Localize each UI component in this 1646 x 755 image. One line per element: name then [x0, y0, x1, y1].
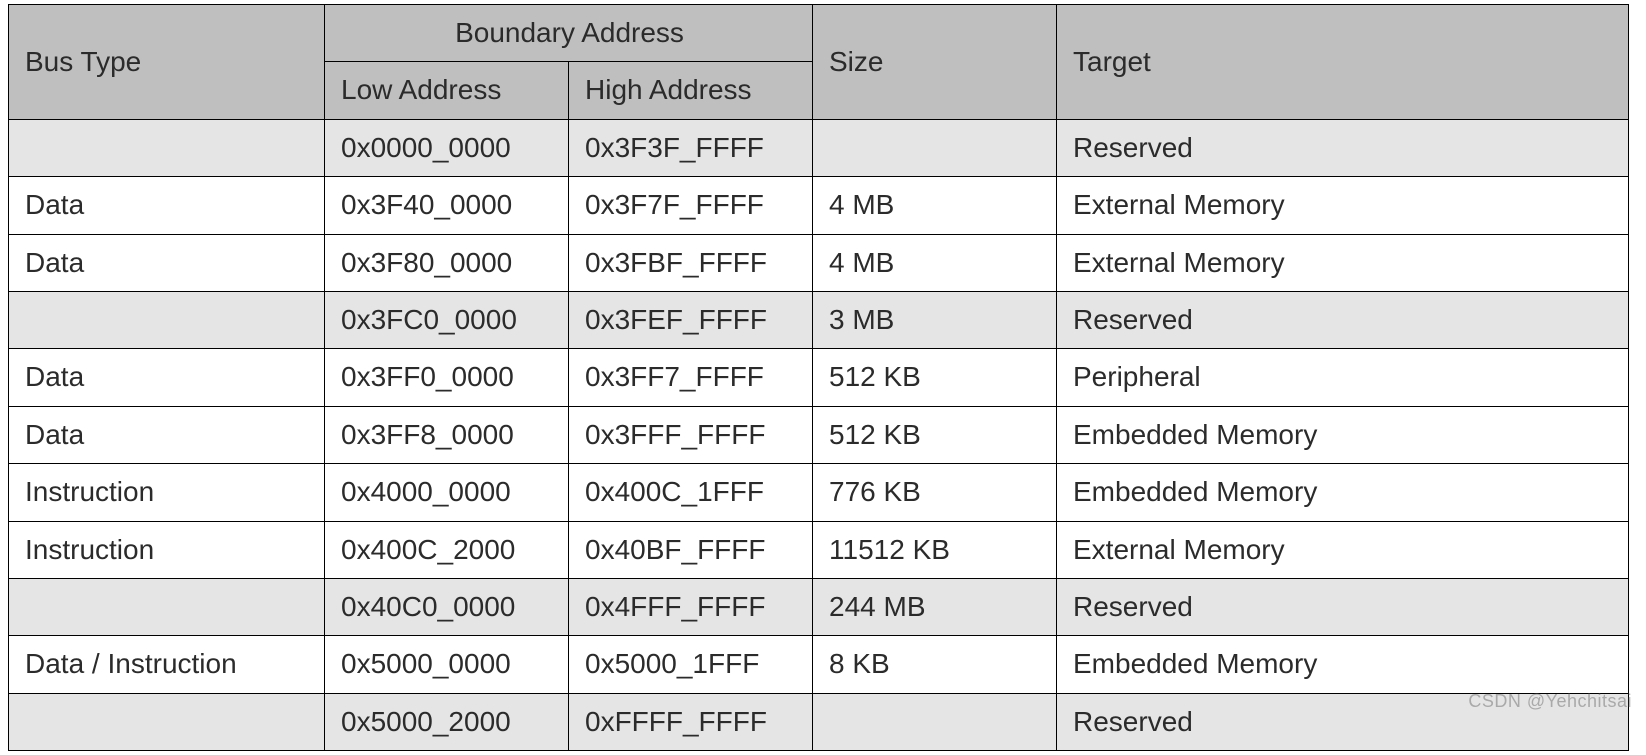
- cell-high-address: 0x3FF7_FFFF: [569, 349, 813, 406]
- cell-target: Reserved: [1057, 578, 1629, 635]
- cell-size: [813, 119, 1057, 176]
- table-container: Bus Type Boundary Address Size Target Lo…: [0, 0, 1646, 755]
- cell-low-address: 0x4000_0000: [325, 464, 569, 521]
- cell-size: [813, 693, 1057, 750]
- table-row: 0x5000_20000xFFFF_FFFFReserved: [9, 693, 1629, 750]
- cell-high-address: 0x5000_1FFF: [569, 636, 813, 693]
- cell-target: Reserved: [1057, 291, 1629, 348]
- cell-bus-type: Data: [9, 177, 325, 234]
- table-header: Bus Type Boundary Address Size Target Lo…: [9, 5, 1629, 120]
- col-header-size: Size: [813, 5, 1057, 120]
- cell-target: External Memory: [1057, 177, 1629, 234]
- table-body: 0x0000_00000x3F3F_FFFFReservedData0x3F40…: [9, 119, 1629, 750]
- cell-high-address: 0x40BF_FFFF: [569, 521, 813, 578]
- cell-high-address: 0x3FEF_FFFF: [569, 291, 813, 348]
- table-row: Data0x3F80_00000x3FBF_FFFF4 MBExternal M…: [9, 234, 1629, 291]
- cell-low-address: 0x3FF8_0000: [325, 406, 569, 463]
- cell-low-address: 0x5000_0000: [325, 636, 569, 693]
- cell-low-address: 0x400C_2000: [325, 521, 569, 578]
- cell-low-address: 0x0000_0000: [325, 119, 569, 176]
- cell-low-address: 0x5000_2000: [325, 693, 569, 750]
- cell-target: Reserved: [1057, 119, 1629, 176]
- table-row: Data0x3F40_00000x3F7F_FFFF4 MBExternal M…: [9, 177, 1629, 234]
- cell-size: 4 MB: [813, 234, 1057, 291]
- table-row: 0x0000_00000x3F3F_FFFF Reserved: [9, 119, 1629, 176]
- table-row: 0x3FC0_00000x3FEF_FFFF3 MBReserved: [9, 291, 1629, 348]
- cell-target: Embedded Memory: [1057, 464, 1629, 521]
- col-header-boundary-group: Boundary Address: [325, 5, 813, 62]
- cell-low-address: 0x3FF0_0000: [325, 349, 569, 406]
- cell-bus-type: [9, 578, 325, 635]
- table-row: Instruction0x400C_20000x40BF_FFFF11512 K…: [9, 521, 1629, 578]
- cell-size: 512 KB: [813, 349, 1057, 406]
- cell-size: 11512 KB: [813, 521, 1057, 578]
- cell-target: Embedded Memory: [1057, 406, 1629, 463]
- cell-bus-type: Instruction: [9, 464, 325, 521]
- table-row: Data0x3FF0_00000x3FF7_FFFF512 KBPeripher…: [9, 349, 1629, 406]
- cell-size: 244 MB: [813, 578, 1057, 635]
- col-header-bus-type: Bus Type: [9, 5, 325, 120]
- cell-low-address: 0x3FC0_0000: [325, 291, 569, 348]
- cell-bus-type: Data: [9, 406, 325, 463]
- col-header-high-address: High Address: [569, 62, 813, 119]
- col-header-low-address: Low Address: [325, 62, 569, 119]
- cell-bus-type: Data / Instruction: [9, 636, 325, 693]
- cell-size: 4 MB: [813, 177, 1057, 234]
- watermark-text: CSDN @Yehchitsai: [1468, 691, 1632, 712]
- cell-size: 512 KB: [813, 406, 1057, 463]
- cell-bus-type: [9, 119, 325, 176]
- cell-target: Peripheral: [1057, 349, 1629, 406]
- cell-high-address: 0x3F3F_FFFF: [569, 119, 813, 176]
- cell-target: External Memory: [1057, 521, 1629, 578]
- table-row: Data0x3FF8_00000x3FFF_FFFF512 KBEmbedded…: [9, 406, 1629, 463]
- cell-high-address: 0x3FBF_FFFF: [569, 234, 813, 291]
- address-map-table: Bus Type Boundary Address Size Target Lo…: [8, 4, 1629, 751]
- cell-size: 776 KB: [813, 464, 1057, 521]
- cell-target: Embedded Memory: [1057, 636, 1629, 693]
- cell-low-address: 0x3F40_0000: [325, 177, 569, 234]
- table-row: Data / Instruction0x5000_00000x5000_1FFF…: [9, 636, 1629, 693]
- cell-high-address: 0x4FFF_FFFF: [569, 578, 813, 635]
- cell-low-address: 0x40C0_0000: [325, 578, 569, 635]
- cell-size: 8 KB: [813, 636, 1057, 693]
- cell-high-address: 0x3FFF_FFFF: [569, 406, 813, 463]
- cell-bus-type: [9, 291, 325, 348]
- cell-bus-type: [9, 693, 325, 750]
- cell-bus-type: Instruction: [9, 521, 325, 578]
- cell-bus-type: Data: [9, 234, 325, 291]
- col-header-target: Target: [1057, 5, 1629, 120]
- cell-bus-type: Data: [9, 349, 325, 406]
- cell-high-address: 0x3F7F_FFFF: [569, 177, 813, 234]
- cell-high-address: 0x400C_1FFF: [569, 464, 813, 521]
- cell-high-address: 0xFFFF_FFFF: [569, 693, 813, 750]
- cell-low-address: 0x3F80_0000: [325, 234, 569, 291]
- table-row: Instruction0x4000_00000x400C_1FFF776 KBE…: [9, 464, 1629, 521]
- table-row: 0x40C0_00000x4FFF_FFFF244 MBReserved: [9, 578, 1629, 635]
- cell-size: 3 MB: [813, 291, 1057, 348]
- cell-target: External Memory: [1057, 234, 1629, 291]
